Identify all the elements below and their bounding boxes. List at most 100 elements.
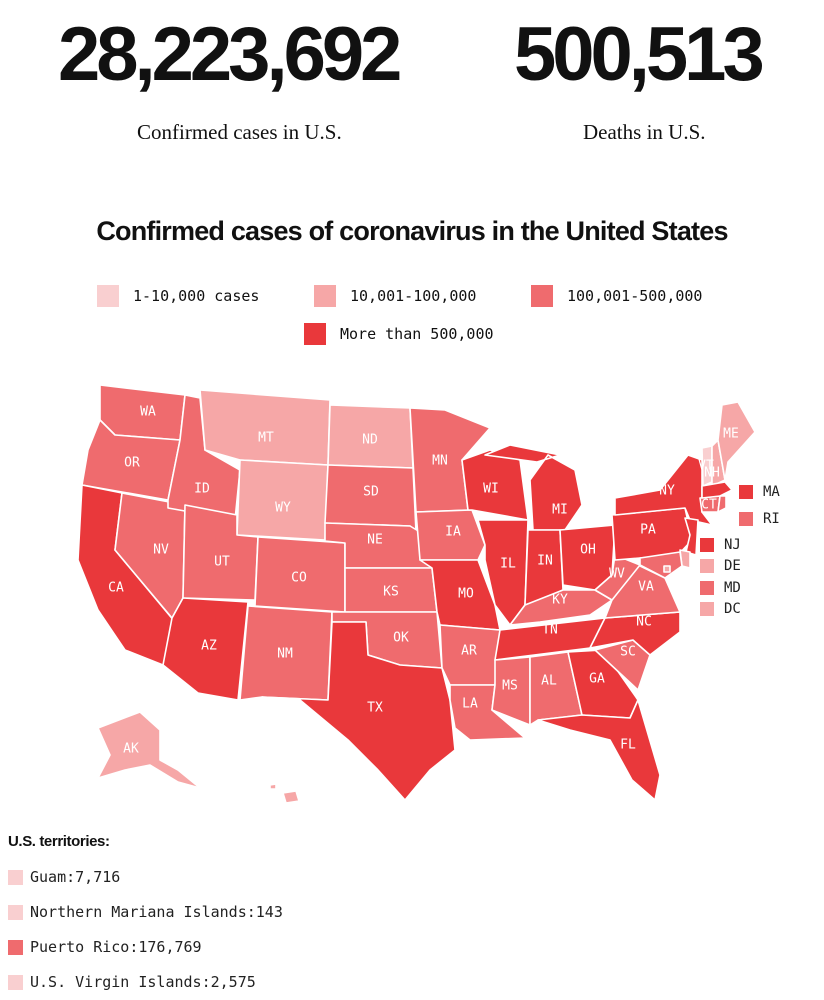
label-tn: TN — [542, 623, 558, 638]
label-ky: KY — [552, 593, 568, 608]
us-map: WA OR CA NV ID MT WY UT AZ CO NM ND SD N… — [77, 384, 756, 804]
state-mt[interactable] — [199, 389, 331, 466]
side-item-dc[interactable]: DC — [699, 601, 741, 617]
side-item-de[interactable]: DE — [699, 558, 741, 574]
label-me: ME — [723, 427, 739, 442]
territory-swatch — [8, 939, 23, 955]
label-al: AL — [541, 674, 557, 689]
territory-label: U.S. Virgin Islands:2,575 — [30, 973, 256, 991]
side-swatch — [699, 601, 715, 617]
territories-title: U.S. territories: — [8, 833, 110, 850]
legend-swatch — [97, 285, 119, 307]
legend-label: 100,001-500,000 — [567, 287, 703, 305]
legend-swatch — [304, 323, 326, 345]
label-pa: PA — [640, 523, 656, 538]
label-va: VA — [638, 580, 654, 595]
territory-swatch — [8, 869, 23, 885]
label-mo: MO — [458, 587, 474, 602]
label-ok: OK — [393, 631, 409, 646]
territory-puerto-rico: Puerto Rico:176,769 — [8, 938, 202, 956]
label-ks: KS — [383, 585, 399, 600]
state-nj[interactable] — [684, 517, 699, 556]
state-dc[interactable] — [663, 565, 671, 573]
state-ia[interactable] — [415, 509, 486, 561]
territory-label: Puerto Rico:176,769 — [30, 938, 202, 956]
territory-northern-mariana: Northern Mariana Islands:143 — [8, 903, 283, 921]
label-in: IN — [537, 554, 553, 569]
confirmed-cases-count: 28,223,692 — [58, 12, 402, 97]
side-label: DE — [724, 558, 741, 574]
label-nv: NV — [153, 543, 169, 558]
territory-swatch — [8, 904, 23, 920]
side-label: DC — [724, 601, 741, 617]
label-la: LA — [462, 697, 478, 712]
legend-swatch — [314, 285, 336, 307]
state-ak[interactable] — [97, 711, 201, 789]
label-sd: SD — [363, 485, 379, 500]
label-fl: FL — [620, 738, 636, 753]
side-item-nj[interactable]: NJ — [699, 537, 741, 553]
label-ny: NY — [659, 484, 675, 499]
side-item-ri[interactable]: RI — [738, 511, 780, 527]
territory-label: Northern Mariana Islands:143 — [30, 903, 283, 921]
state-tx[interactable] — [261, 621, 456, 801]
territory-virgin-islands: U.S. Virgin Islands:2,575 — [8, 973, 256, 991]
legend-item-tier4: More than 500,000 — [304, 323, 494, 345]
state-ny[interactable] — [614, 454, 713, 526]
state-ms[interactable] — [491, 656, 531, 726]
state-md[interactable] — [639, 551, 683, 579]
legend-label: 10,001-100,000 — [350, 287, 477, 305]
label-oh: OH — [580, 543, 596, 558]
label-sc: SC — [620, 645, 636, 660]
side-item-md[interactable]: MD — [699, 580, 741, 596]
label-ar: AR — [461, 644, 477, 659]
state-wv[interactable] — [594, 554, 641, 601]
state-me[interactable] — [717, 401, 756, 481]
side-label: MD — [724, 580, 741, 596]
territory-label: Guam:7,716 — [30, 868, 121, 886]
label-ut: UT — [214, 555, 230, 570]
side-swatch — [738, 484, 754, 500]
label-co: CO — [291, 571, 307, 586]
label-ga: GA — [589, 672, 605, 687]
label-ms: MS — [502, 679, 518, 694]
legend-label: More than 500,000 — [340, 325, 494, 343]
side-label: RI — [763, 511, 780, 527]
state-az[interactable] — [162, 597, 249, 701]
label-or: OR — [124, 456, 140, 471]
label-wi: WI — [483, 482, 499, 497]
label-wa: WA — [140, 405, 156, 420]
label-ne: NE — [367, 533, 383, 548]
state-hi[interactable] — [269, 783, 300, 804]
label-mn: MN — [432, 454, 448, 469]
state-ri[interactable] — [717, 495, 727, 513]
legend-item-tier2: 10,001-100,000 — [314, 285, 476, 307]
label-nm: NM — [277, 647, 293, 662]
label-vt: VT — [698, 459, 714, 474]
label-nh: NH — [704, 466, 720, 481]
territory-guam: Guam:7,716 — [8, 868, 120, 886]
state-fl[interactable] — [537, 699, 661, 801]
label-id: ID — [194, 482, 210, 497]
label-mi: MI — [552, 503, 568, 518]
label-wv: WV — [609, 567, 625, 582]
side-label: NJ — [724, 537, 741, 553]
deaths-count: 500,513 — [514, 12, 765, 97]
label-nc: NC — [636, 615, 652, 630]
label-tx: TX — [367, 701, 383, 716]
state-ma[interactable] — [701, 481, 733, 499]
label-nd: ND — [362, 433, 378, 448]
side-label: MA — [763, 484, 780, 500]
label-wy: WY — [275, 501, 291, 516]
label-mt: MT — [258, 431, 274, 446]
map-title: Confirmed cases of coronavirus in the Un… — [96, 216, 728, 246]
label-ia: IA — [445, 525, 461, 540]
deaths-caption: Deaths in U.S. — [583, 120, 706, 144]
side-item-ma[interactable]: MA — [738, 484, 780, 500]
side-swatch — [738, 511, 754, 527]
label-ca: CA — [108, 581, 124, 596]
label-il: IL — [500, 557, 516, 572]
confirmed-cases-caption: Confirmed cases in U.S. — [137, 120, 342, 144]
legend-swatch — [531, 285, 553, 307]
side-swatch — [699, 537, 715, 553]
